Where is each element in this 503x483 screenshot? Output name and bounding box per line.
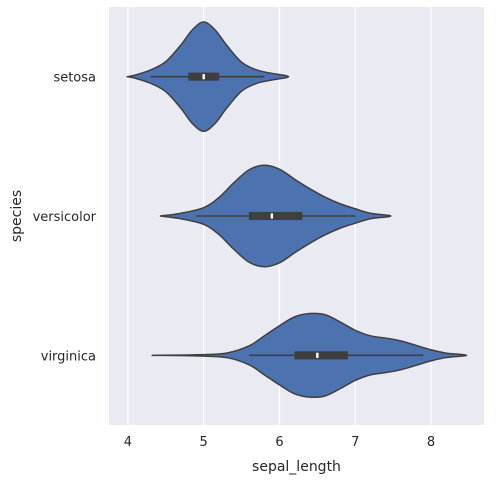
x-tick-labels: 4 5 6 7 8	[124, 435, 435, 450]
median-marker	[270, 213, 274, 219]
median-marker	[316, 352, 319, 358]
iqr-box	[248, 211, 303, 221]
x-tick-label: 5	[200, 435, 208, 450]
median-marker	[202, 74, 205, 80]
y-axis-label: species	[9, 190, 25, 242]
x-axis-label: sepal_length	[252, 459, 341, 475]
violins	[126, 21, 468, 399]
y-tick-labels: setosa versicolor virginica	[33, 71, 97, 365]
x-tick-label: 7	[351, 435, 359, 450]
x-tick-label: 4	[124, 435, 132, 450]
y-tick-label: versicolor	[33, 210, 97, 225]
x-tick-label: 8	[427, 435, 435, 450]
x-tick-label: 6	[275, 435, 283, 450]
iqr-box	[294, 351, 348, 360]
y-tick-label: setosa	[53, 71, 96, 86]
y-tick-label: virginica	[41, 349, 96, 364]
